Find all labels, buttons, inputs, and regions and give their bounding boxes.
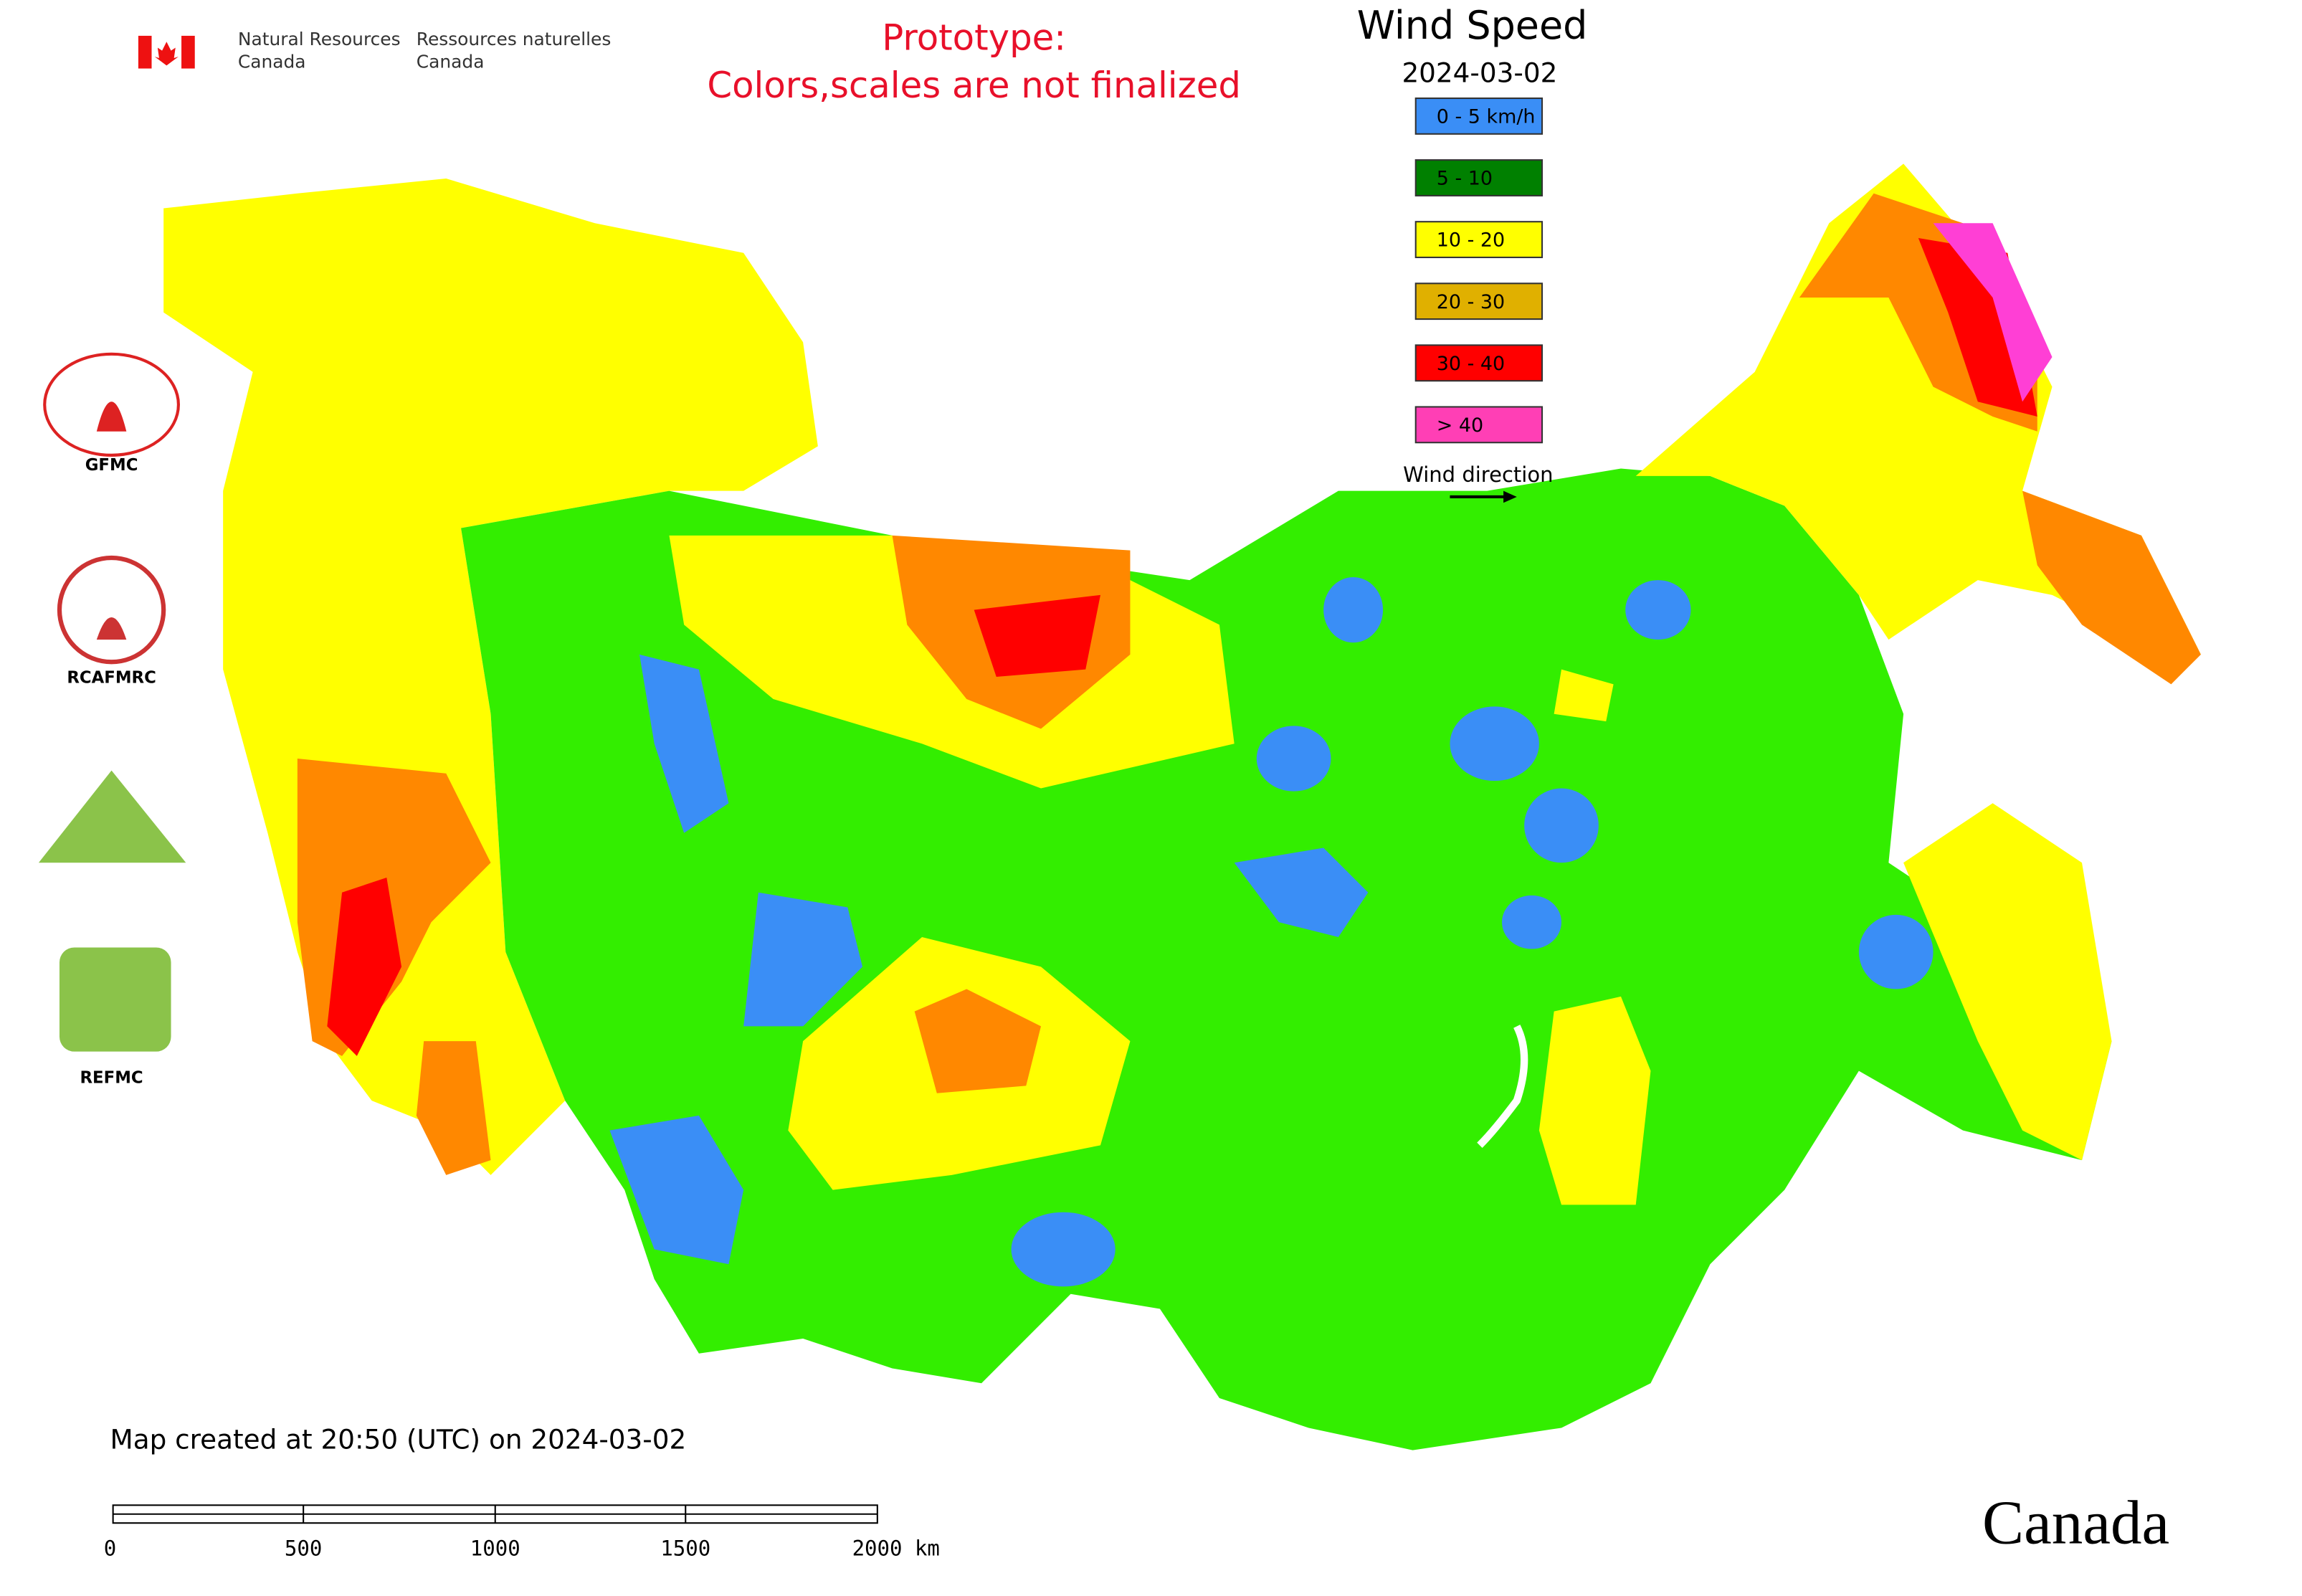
legend-swatch — [1414, 159, 1544, 196]
canada-flag — [138, 35, 195, 69]
scale-label: 2000 km — [852, 1536, 940, 1561]
legend-swatch — [1414, 221, 1544, 259]
legend-date: 2024-03-02 — [1402, 57, 1557, 88]
legend-label: 0 - 5 km/h — [1437, 106, 1536, 128]
agency-fr: Canada — [417, 51, 485, 72]
legend: 0 - 5 km/h 5 - 10 10 - 20 20 - 30 30 - 40 > 4… — [1414, 98, 1544, 444]
scale-bar — [112, 1504, 878, 1524]
legend-swatch — [1414, 406, 1544, 444]
wind-direction-label: Wind direction — [1403, 462, 1553, 487]
wind-arrow — [1450, 490, 1517, 503]
agency-en: Canada — [238, 51, 306, 72]
scale-label: 500 — [285, 1536, 322, 1561]
legend-label: > 40 — [1437, 414, 1483, 437]
scale-label: 1500 — [660, 1536, 710, 1561]
logo-label: RCAFMRC — [67, 669, 156, 688]
canada-wordmark: Canada — [1982, 1488, 2169, 1557]
legend-label: 30 - 40 — [1437, 353, 1505, 375]
legend-label: 20 - 30 — [1437, 291, 1505, 313]
logo-label: REFMC — [80, 1069, 143, 1088]
notice: Colors,scales are not finalized — [707, 65, 1241, 106]
legend-swatch — [1414, 344, 1544, 382]
agency-en: Natural Resources — [238, 29, 401, 49]
created-note: Map created at 20:50 (UTC) on 2024-03-02 — [110, 1424, 686, 1455]
notice: Prototype: — [882, 17, 1066, 59]
legend-title: Wind Speed — [1357, 3, 1588, 48]
scale-label: 1000 — [470, 1536, 520, 1561]
map-regions — [163, 163, 2201, 1450]
legend-swatch — [1414, 282, 1544, 320]
legend-label: 5 - 10 — [1437, 168, 1493, 190]
agency-fr: Ressources naturelles — [417, 29, 612, 49]
legend-label: 10 - 20 — [1437, 229, 1505, 252]
logo-label: GFMC — [85, 456, 138, 475]
scale-label: 0 — [104, 1536, 116, 1561]
legend-swatch — [1414, 98, 1544, 135]
logo-icons — [38, 352, 186, 1052]
